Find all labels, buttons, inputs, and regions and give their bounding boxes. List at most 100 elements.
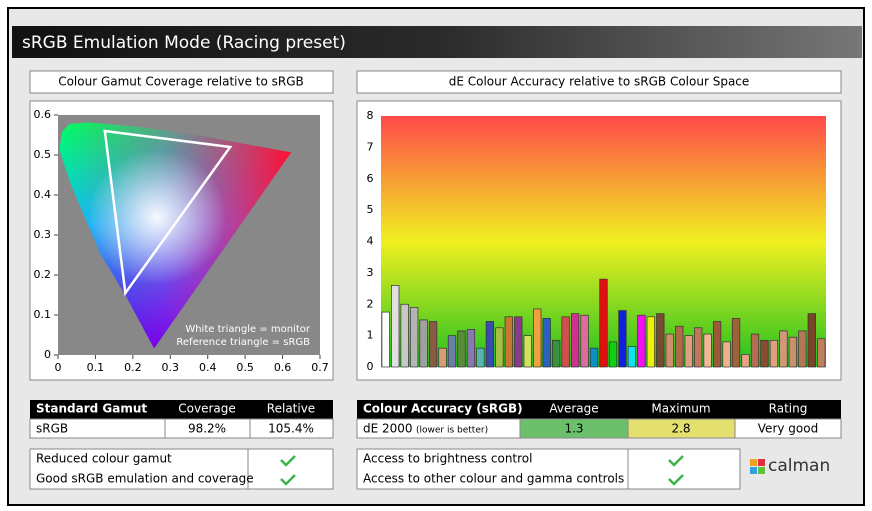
bar xyxy=(570,313,580,368)
table-note: (lower is better) xyxy=(416,426,488,436)
bar xyxy=(476,347,485,368)
bar xyxy=(400,303,409,368)
y-tick-label: 0.2 xyxy=(34,268,52,281)
y-tick-label: 2 xyxy=(367,297,374,310)
check-text: Good sRGB emulation and coverage xyxy=(36,472,254,486)
bar xyxy=(599,278,608,368)
bar xyxy=(703,333,712,368)
x-tick-label: 0.6 xyxy=(274,361,292,374)
bar xyxy=(589,347,599,368)
bar xyxy=(646,316,655,368)
y-tick-label: 0 xyxy=(367,360,374,373)
bar xyxy=(523,335,532,368)
table-cell: sRGB xyxy=(36,422,68,436)
table-header: Average xyxy=(549,402,598,416)
bar xyxy=(712,321,722,368)
table-header: Rating xyxy=(769,402,808,416)
x-tick-label: 0.2 xyxy=(124,361,142,374)
panel xyxy=(29,70,334,94)
bar xyxy=(817,338,826,368)
bar xyxy=(457,330,466,368)
checks-left: Reduced colour gamut Good sRGB emulation… xyxy=(29,448,334,490)
bar xyxy=(618,310,627,368)
y-tick-label: 0.3 xyxy=(34,228,52,241)
bar xyxy=(675,325,684,368)
table-header: Standard Gamut xyxy=(36,402,147,416)
y-tick-label: 0.5 xyxy=(34,148,52,161)
x-tick-label: 0.3 xyxy=(162,361,180,374)
bar xyxy=(731,318,741,368)
table-cell: dE 2000 xyxy=(363,422,413,436)
logo: calman xyxy=(750,456,830,476)
bar xyxy=(542,318,551,368)
bar xyxy=(466,329,476,368)
chart-title: Colour Gamut Coverage relative to sRGB xyxy=(58,75,304,89)
bar xyxy=(428,321,438,368)
bar xyxy=(656,313,665,368)
bar xyxy=(627,346,637,368)
bar xyxy=(760,339,769,368)
check-text: Access to other colour and gamma control… xyxy=(363,472,624,486)
bar xyxy=(694,327,703,368)
table-cell: 105.4% xyxy=(268,422,314,436)
bar xyxy=(637,314,646,368)
bar xyxy=(533,308,542,368)
bar xyxy=(769,339,779,368)
x-tick-label: 0 xyxy=(55,361,62,374)
x-tick-label: 0.1 xyxy=(87,361,105,374)
bar xyxy=(495,327,504,368)
bar xyxy=(438,347,447,368)
bar xyxy=(561,316,570,368)
accuracy-table: Colour Accuracy (sRGB) Average Maximum R… xyxy=(356,400,842,439)
monitor-triangle xyxy=(103,129,233,297)
y-tick-label: 0.1 xyxy=(34,308,52,321)
header-bar xyxy=(12,26,862,58)
table-cell: 1.3 xyxy=(564,422,583,436)
bar xyxy=(514,316,523,368)
bar xyxy=(504,316,513,368)
bar xyxy=(608,341,618,368)
y-tick-label: 8 xyxy=(367,109,374,122)
bar xyxy=(722,341,731,368)
check-text: Reduced colour gamut xyxy=(36,452,172,466)
logo-text: calman xyxy=(768,456,830,476)
bar xyxy=(665,333,674,368)
table-header: Maximum xyxy=(651,402,710,416)
bar xyxy=(419,319,428,368)
checkmark xyxy=(668,455,684,486)
table-header: Coverage xyxy=(178,402,236,416)
checks-right: Access to brightness control Access to o… xyxy=(356,448,741,490)
table-header: Colour Accuracy (sRGB) xyxy=(363,402,523,416)
bar xyxy=(552,339,561,368)
bar xyxy=(788,336,797,368)
bar xyxy=(684,335,693,368)
bar xyxy=(447,335,457,368)
annotation: White triangle = monitor xyxy=(185,324,311,335)
x-tick-label: 0.7 xyxy=(311,361,329,374)
panel xyxy=(356,70,842,94)
check-text: Access to brightness control xyxy=(363,452,532,466)
y-tick-label: 4 xyxy=(367,235,374,248)
table-header: Relative xyxy=(267,402,315,416)
bar xyxy=(750,333,760,368)
table-cell: 2.8 xyxy=(671,422,690,436)
y-tick-label: 1 xyxy=(367,329,374,342)
bar xyxy=(807,313,816,368)
y-tick-label: 0 xyxy=(44,348,51,361)
gamut-table: Standard Gamut Coverage Relative sRGB 98… xyxy=(29,400,334,439)
table-cell: Very good xyxy=(758,422,818,436)
bar xyxy=(798,330,807,368)
y-tick-label: 3 xyxy=(367,266,374,279)
bar xyxy=(779,330,788,368)
spectral-locus xyxy=(59,122,292,349)
annotation: Reference triangle = sRGB xyxy=(176,337,310,348)
bar xyxy=(741,354,750,368)
chart-title: dE Colour Accuracy relative to sRGB Colo… xyxy=(449,75,750,89)
header-title: sRGB Emulation Mode (Racing preset) xyxy=(22,33,346,53)
x-tick-label: 0.4 xyxy=(199,361,217,374)
bar xyxy=(410,307,419,368)
checkmark xyxy=(280,455,296,486)
bar xyxy=(381,311,390,368)
y-tick-label: 7 xyxy=(367,140,374,153)
